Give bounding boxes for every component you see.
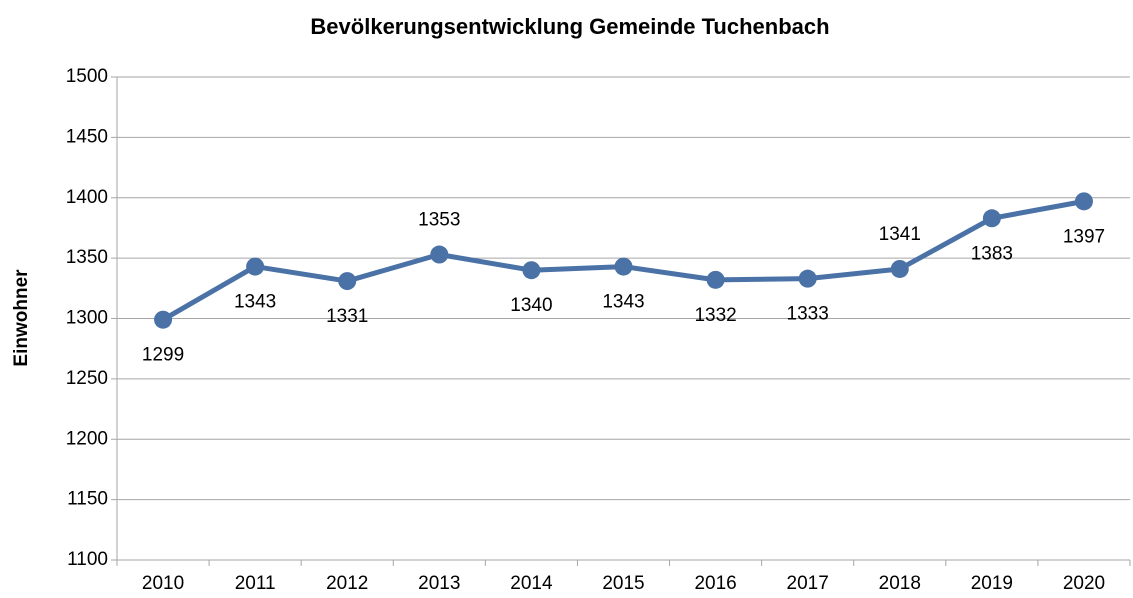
data-label: 1332 (694, 305, 736, 326)
y-axis-label: Einwohner (11, 269, 32, 367)
x-tick-label: 2019 (971, 573, 1013, 594)
data-label: 1341 (879, 224, 921, 245)
x-tick-label: 2013 (418, 573, 460, 594)
y-tick-label: 1200 (66, 428, 108, 449)
marker (614, 257, 633, 276)
data-label: 1343 (234, 292, 276, 313)
x-tick-label: 2011 (235, 573, 276, 594)
chart-title: Bevölkerungsentwicklung Gemeinde Tuchenb… (310, 14, 829, 39)
x-tick-label: 2014 (510, 573, 553, 594)
x-tick-label: 2015 (602, 573, 644, 594)
marker (154, 310, 173, 329)
x-tick-label: 2018 (879, 573, 921, 594)
data-label: 1299 (142, 345, 184, 366)
y-tick-label: 1400 (66, 187, 108, 208)
x-tick-label: 2020 (1063, 573, 1105, 594)
data-label: 1383 (971, 243, 1013, 264)
y-tick-label: 1500 (66, 66, 108, 87)
marker (522, 261, 541, 280)
x-tick-label: 2010 (142, 573, 184, 594)
x-tick-label: 2016 (694, 573, 736, 594)
marker (890, 259, 909, 278)
marker (982, 209, 1001, 228)
data-label: 1331 (326, 306, 368, 327)
data-label: 1333 (787, 304, 829, 325)
y-tick-label: 1150 (67, 489, 108, 510)
marker (430, 245, 449, 264)
data-label: 1397 (1063, 226, 1105, 247)
data-label: 1340 (510, 295, 552, 316)
x-tick-label: 2017 (787, 573, 829, 594)
y-tick-label: 1350 (66, 247, 108, 268)
y-tick-label: 1100 (67, 549, 108, 570)
marker (1074, 192, 1093, 211)
y-tick-label: 1250 (66, 368, 108, 389)
x-tick-label: 2012 (326, 573, 368, 594)
y-tick-label: 1300 (66, 308, 108, 329)
marker (706, 270, 725, 289)
data-label: 1353 (418, 210, 460, 231)
marker (798, 269, 817, 288)
data-label: 1343 (602, 292, 644, 313)
marker (246, 257, 265, 276)
y-tick-label: 1450 (66, 126, 108, 147)
marker (338, 272, 357, 291)
